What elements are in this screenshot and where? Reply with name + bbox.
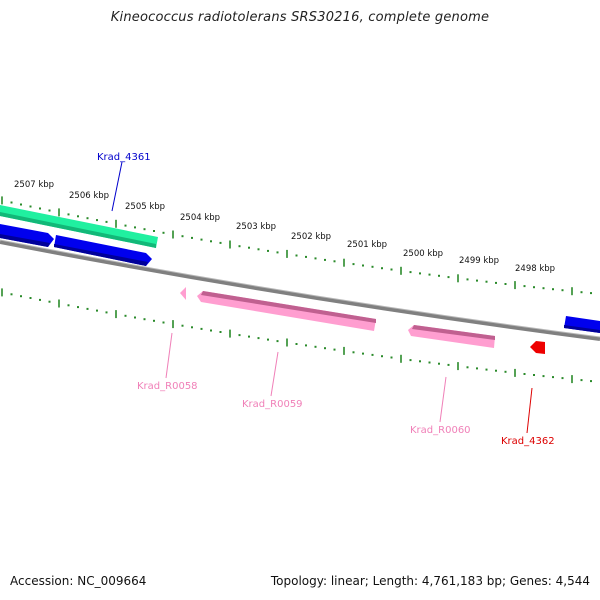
leader-lines	[111, 161, 533, 434]
cds-arrow-left-1[interactable]	[0, 224, 54, 247]
scale-label: 2506 kbp	[69, 191, 109, 201]
pink-feature-r0059[interactable]	[197, 291, 376, 331]
map-title: Kineococcus radiotolerans SRS30216, comp…	[110, 10, 490, 25]
selected-cds-krad4362[interactable]	[530, 341, 545, 354]
outer-tick-ring	[1, 196, 592, 296]
gene-label-kradr0058[interactable]: Krad_R0058	[137, 381, 198, 392]
scale-label: 2498 kbp	[515, 264, 555, 274]
gene-labels: Krad_4361 Krad_R0058 Krad_R0059 Krad_R00…	[97, 152, 555, 447]
gene-label-krad4362[interactable]: Krad_4362	[501, 436, 555, 447]
scale-label: 2502 kbp	[291, 232, 331, 242]
scale-label: 2500 kbp	[403, 249, 443, 259]
gene-label-kradr0060[interactable]: Krad_R0060	[410, 425, 471, 436]
gene-label-krad4361[interactable]: Krad_4361	[97, 152, 151, 163]
scale-label: 2499 kbp	[459, 256, 499, 266]
scale-label: 2507 kbp	[14, 180, 54, 190]
genome-summary-text: Topology: linear; Length: 4,761,183 bp; …	[270, 574, 590, 588]
scale-label: 2503 kbp	[236, 222, 276, 232]
scale-labels: 2507 kbp 2506 kbp 2505 kbp 2504 kbp 2503…	[14, 180, 555, 274]
gene-label-kradr0059[interactable]: Krad_R0059	[242, 399, 303, 410]
scale-label: 2504 kbp	[180, 213, 220, 223]
genome-backbone	[0, 240, 600, 341]
pink-feature-r0058[interactable]	[180, 287, 186, 300]
cds-arrow-right[interactable]	[564, 316, 600, 333]
rrna-feature[interactable]	[0, 205, 158, 248]
accession-text: Accession: NC_009664	[10, 574, 147, 588]
inner-tick-ring	[1, 288, 592, 384]
pink-feature-r0060[interactable]	[408, 325, 495, 348]
scale-label: 2501 kbp	[347, 240, 387, 250]
cds-arrow-left-2[interactable]	[54, 235, 152, 266]
scale-label: 2505 kbp	[125, 202, 165, 212]
